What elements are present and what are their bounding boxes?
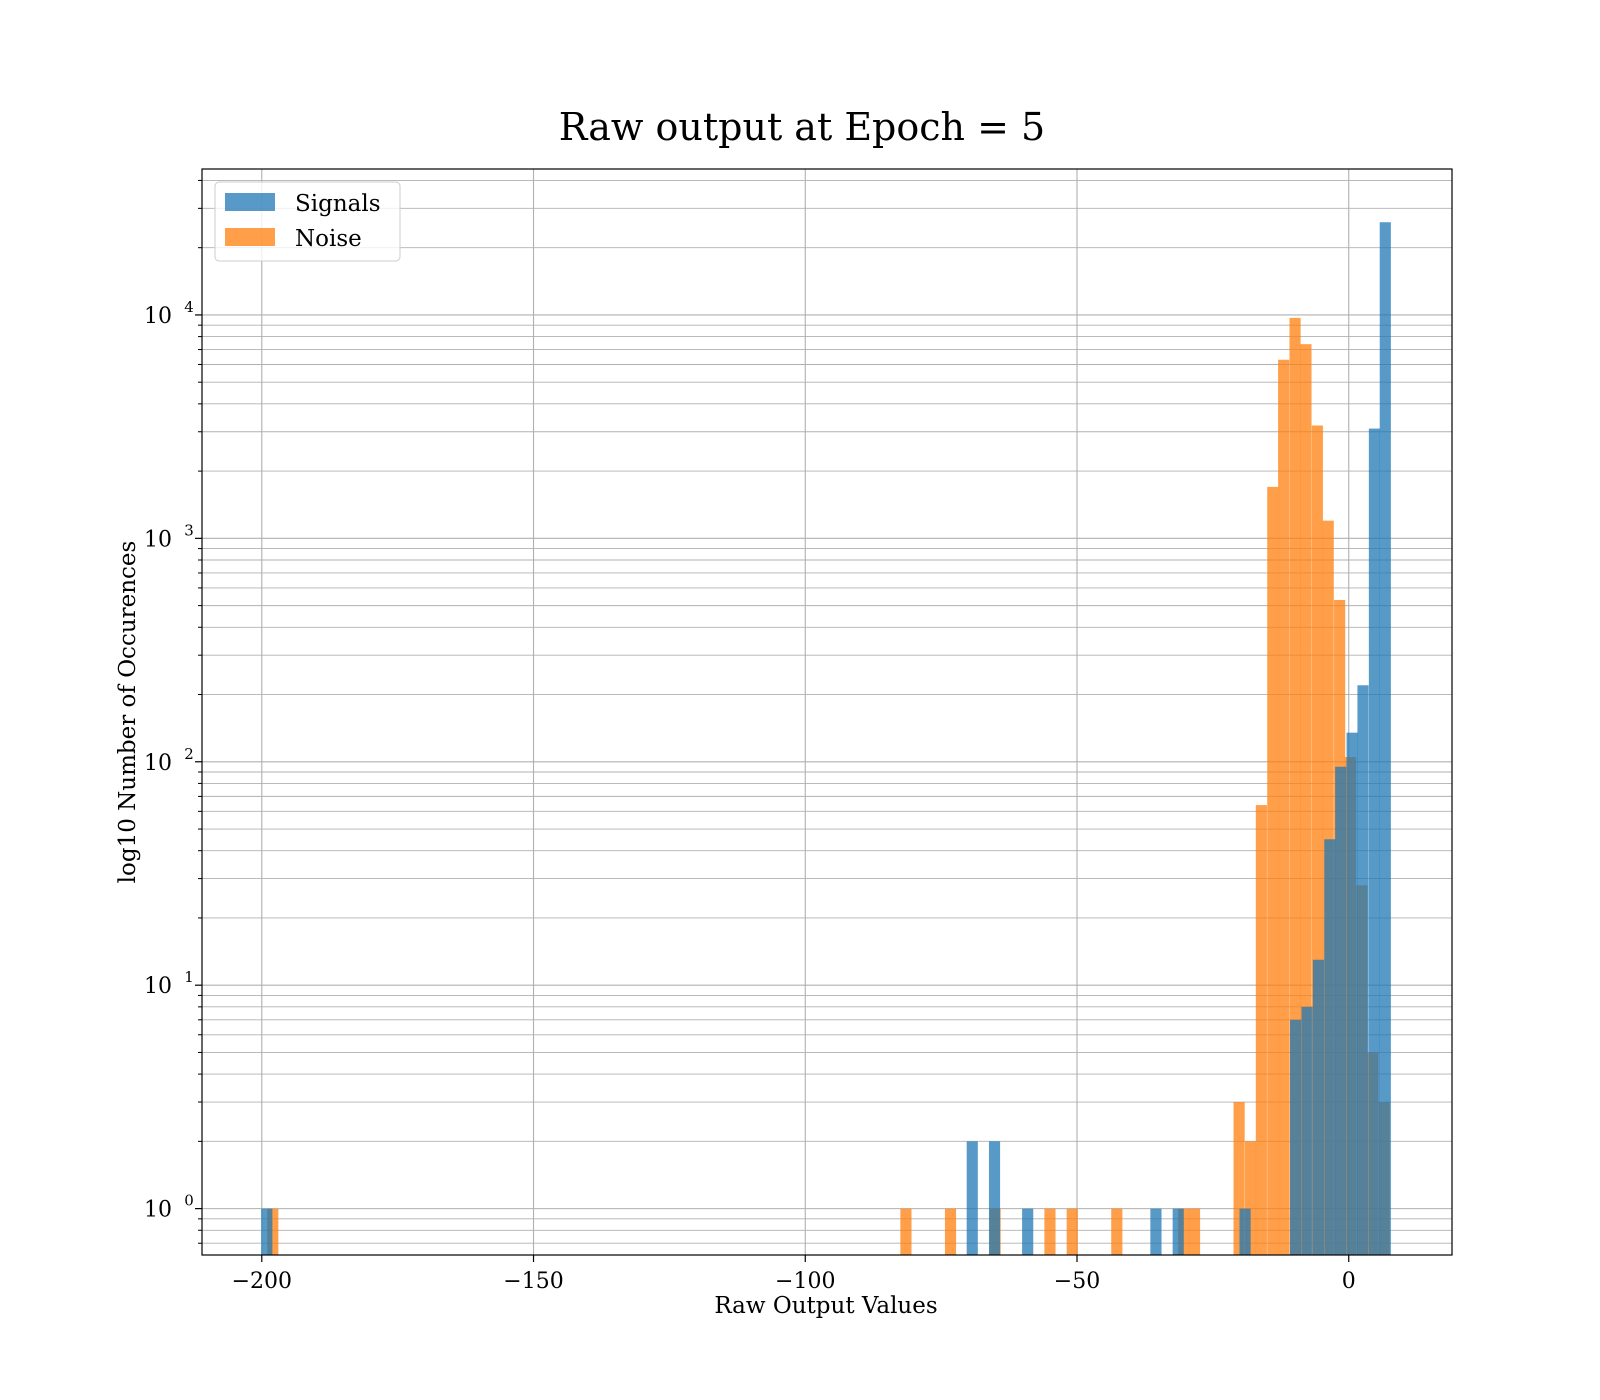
y-tick-label: 10 <box>144 304 172 329</box>
bar-noise <box>267 1208 279 1255</box>
bar-signals <box>1172 1208 1184 1255</box>
y-tick-exponent: 4 <box>184 298 194 316</box>
bar-noise <box>1311 425 1323 1256</box>
bar-signals <box>1290 1019 1302 1255</box>
legend-label-noise: Noise <box>295 226 362 252</box>
bar-noise <box>944 1208 957 1255</box>
bar-noise <box>1188 1208 1201 1255</box>
bar-signals <box>1324 839 1336 1255</box>
y-tick-exponent: 0 <box>184 1192 194 1210</box>
bar-noise <box>1267 486 1279 1255</box>
x-axis-ticks: −200 −150 −100 −50 0 <box>232 1255 1356 1294</box>
bar-signals <box>261 1208 273 1255</box>
y-tick-label: 10 <box>144 1198 172 1223</box>
x-tick-label: −100 <box>775 1269 835 1294</box>
bar-signals <box>1357 685 1369 1255</box>
bar-signals <box>1368 428 1380 1256</box>
bar-signals <box>966 1141 978 1255</box>
legend-swatch-signals <box>225 193 275 211</box>
bar-noise <box>1278 359 1290 1256</box>
bar-signals <box>1379 222 1391 1255</box>
bar-signals <box>1312 959 1325 1255</box>
y-tick-label: 10 <box>144 751 172 776</box>
x-axis-label: Raw Output Values <box>714 1293 937 1319</box>
bar-noise <box>1233 1102 1245 1255</box>
bar-noise <box>900 1208 912 1255</box>
x-tick-label: 0 <box>1342 1269 1356 1294</box>
bar-noise <box>1111 1208 1123 1255</box>
legend: Signals Noise <box>214 181 401 262</box>
bar-signals <box>988 1141 1001 1255</box>
bar-signals <box>1346 732 1358 1255</box>
y-tick-exponent: 3 <box>184 521 194 539</box>
bar-noise <box>1066 1208 1078 1255</box>
y-axis-ticks: 10 0 10 1 10 2 10 3 10 4 <box>144 179 202 1244</box>
x-tick-label: −200 <box>232 1269 292 1294</box>
y-tick-exponent: 2 <box>184 745 194 763</box>
y-tick-label: 10 <box>144 974 172 999</box>
legend-swatch-noise <box>225 228 275 246</box>
plot-frame <box>201 168 1453 1256</box>
legend-label-signals: Signals <box>295 191 381 217</box>
bar-signals <box>1239 1208 1251 1255</box>
bar-noise <box>1300 344 1312 1255</box>
y-axis-label: log10 Number of Occurences <box>115 541 141 884</box>
y-tick-exponent: 1 <box>184 968 194 986</box>
bar-signals <box>1335 766 1347 1255</box>
grid-lines <box>202 169 1452 1255</box>
chart-title: Raw output at Epoch = 5 <box>559 105 1045 149</box>
bar-noise <box>1244 1141 1257 1255</box>
bar-signals <box>1150 1208 1162 1255</box>
bar-signals <box>1022 1208 1034 1255</box>
x-tick-label: −50 <box>1054 1269 1100 1294</box>
bar-signals <box>1301 1006 1313 1255</box>
histogram-bars <box>261 222 1391 1256</box>
y-tick-label: 10 <box>144 527 172 552</box>
bar-noise <box>1255 805 1267 1255</box>
x-tick-label: −150 <box>503 1269 563 1294</box>
bar-noise <box>1289 317 1301 1255</box>
bar-noise <box>1044 1208 1056 1255</box>
